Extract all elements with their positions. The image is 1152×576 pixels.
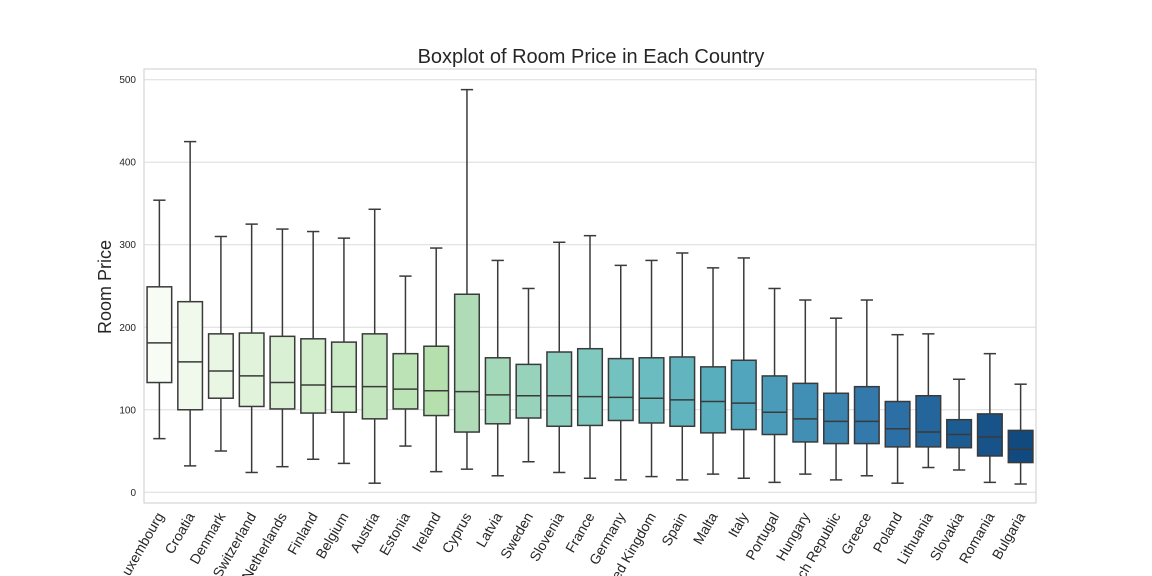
x-tick-label: Latvia — [473, 509, 506, 550]
y-tick-label: 0 — [130, 488, 136, 499]
box-luxembourg — [146, 199, 173, 440]
box-czech-republic — [823, 317, 850, 481]
x-tick-label: Greece — [838, 509, 875, 557]
y-tick-label: 100 — [119, 405, 136, 416]
chart-title: Boxplot of Room Price in Each Country — [418, 46, 765, 68]
y-tick-label: 200 — [119, 323, 136, 334]
box-spain — [669, 252, 696, 481]
y-axis-label: Room Price — [95, 240, 115, 334]
box-malta — [699, 267, 727, 475]
box-body — [453, 293, 481, 433]
box-italy — [730, 257, 757, 479]
box-body — [884, 400, 911, 448]
box-body — [361, 333, 388, 420]
x-tick-label: Italy — [725, 510, 752, 540]
box-body — [300, 338, 327, 414]
box-united-kingdom — [638, 259, 665, 478]
box-body — [269, 335, 296, 410]
box-body — [699, 366, 727, 434]
box-germany — [607, 264, 634, 481]
box-body — [515, 363, 542, 419]
box-switzerland — [238, 223, 265, 474]
y-tick-label: 400 — [119, 158, 136, 169]
box-body — [761, 375, 788, 436]
box-poland — [884, 333, 911, 484]
box-netherlands — [269, 228, 296, 468]
box-denmark — [207, 235, 234, 452]
box-lithuania — [915, 333, 942, 469]
x-tick-label: Cyprus — [439, 510, 475, 556]
box-body — [853, 385, 880, 445]
box-sweden — [515, 287, 542, 463]
box-ireland — [423, 247, 450, 473]
box-belgium — [330, 237, 357, 465]
box-body — [669, 356, 696, 428]
box-body — [146, 286, 173, 384]
box-body — [823, 392, 850, 445]
box-body — [177, 300, 204, 411]
y-tick-label: 300 — [119, 240, 136, 251]
box-france — [576, 234, 604, 479]
box-body — [484, 357, 511, 425]
box-body — [423, 345, 450, 417]
box-slovakia — [946, 378, 973, 471]
box-body — [946, 418, 973, 449]
box-latvia — [484, 259, 511, 477]
y-axis-ticks: 0 100 200 300 400 500 — [119, 75, 136, 499]
box-bulgaria — [1007, 383, 1034, 485]
box-portugal — [761, 287, 788, 484]
box-finland — [300, 230, 327, 461]
box-body — [730, 359, 757, 431]
box-body — [576, 347, 604, 427]
box-body — [1007, 429, 1034, 464]
x-tick-label: Malta — [690, 509, 721, 547]
box-body — [238, 332, 265, 408]
box-greece — [853, 299, 880, 477]
box-estonia — [392, 275, 419, 447]
box-slovenia — [546, 241, 573, 474]
x-tick-label: Luxembourg — [114, 510, 167, 576]
box-body — [392, 352, 419, 410]
boxes — [146, 88, 1034, 485]
box-body — [546, 351, 573, 428]
box-cyprus — [453, 88, 481, 470]
box-body — [638, 357, 665, 424]
box-austria — [361, 208, 388, 484]
box-hungary — [792, 299, 819, 475]
box-body — [607, 357, 634, 422]
x-tick-label: Spain — [658, 510, 690, 549]
box-body — [207, 333, 234, 399]
box-body — [915, 394, 942, 448]
x-axis-ticks: LuxembourgCroatiaDenmarkSwitzerlandNethe… — [114, 509, 1028, 576]
x-tick-label: Estonia — [376, 509, 413, 558]
box-croatia — [177, 140, 204, 467]
y-tick-label: 500 — [119, 75, 136, 86]
box-body — [976, 413, 1003, 457]
box-romania — [976, 352, 1003, 484]
box-body — [792, 382, 819, 443]
box-body — [330, 341, 357, 413]
